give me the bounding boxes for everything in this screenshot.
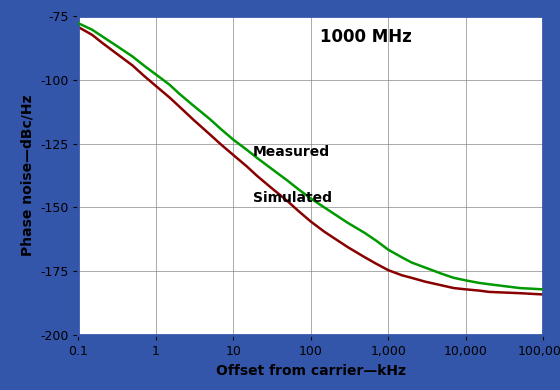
- Text: Measured: Measured: [253, 145, 330, 159]
- Text: 1000 MHz: 1000 MHz: [320, 28, 412, 46]
- Y-axis label: Phase noise—dBc/Hz: Phase noise—dBc/Hz: [21, 95, 35, 256]
- Text: Simulated: Simulated: [253, 191, 332, 206]
- X-axis label: Offset from carrier—kHz: Offset from carrier—kHz: [216, 364, 406, 378]
